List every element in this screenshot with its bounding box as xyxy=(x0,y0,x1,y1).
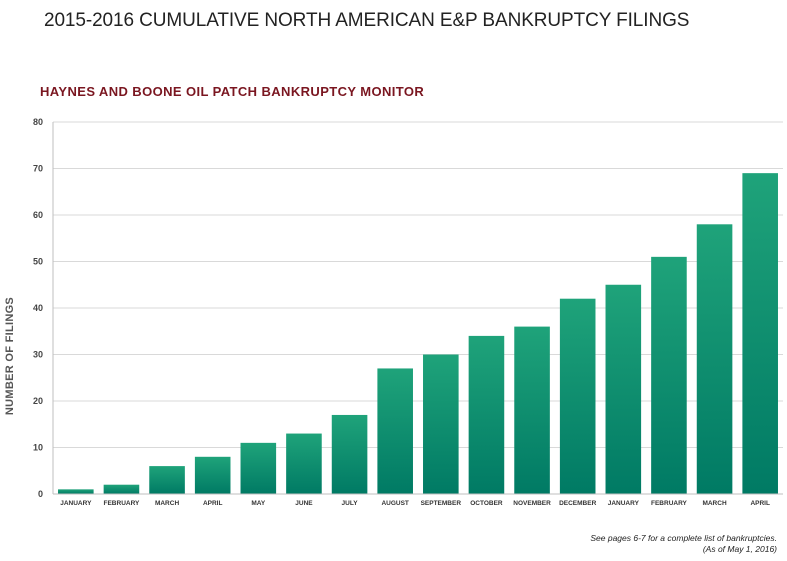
y-tick-label: 60 xyxy=(33,210,43,220)
y-tick-label: 40 xyxy=(33,303,43,313)
y-tick-label: 10 xyxy=(33,443,43,453)
bar xyxy=(286,433,322,494)
axes xyxy=(52,122,783,495)
footnote: See pages 6-7 for a complete list of ban… xyxy=(590,533,777,555)
x-tick-label: FEBRUARY xyxy=(104,500,141,507)
x-tick-label: MARCH xyxy=(155,500,179,507)
bar xyxy=(696,224,733,495)
bar xyxy=(58,489,94,494)
x-tick-label: DECEMBER xyxy=(559,500,597,507)
x-tick-label: NOVEMBER xyxy=(513,500,551,507)
x-tick-label: JANUARY xyxy=(60,500,92,507)
y-tick-label: 50 xyxy=(33,257,43,267)
y-tick-label: 70 xyxy=(33,164,43,174)
x-tick-label: MARCH xyxy=(702,500,726,507)
x-tick-label: FEBRUARY xyxy=(651,500,688,507)
x-tick-label: JANUARY xyxy=(608,500,640,507)
bars xyxy=(58,173,778,495)
chart-title: 2015-2016 CUMULATIVE NORTH AMERICAN E&P … xyxy=(44,10,690,31)
footnote-line-1: See pages 6-7 for a complete list of ban… xyxy=(590,533,777,543)
x-tick-label: MAY xyxy=(251,500,266,507)
bar xyxy=(103,484,140,494)
x-tick-label: APRIL xyxy=(750,500,770,507)
y-tick-label: 30 xyxy=(33,350,43,360)
x-tick-labels: JANUARY FEBRUARY MARCH APRIL MAY JUNE JULY AUGU… xyxy=(60,500,770,507)
x-tick-label: JULY xyxy=(342,500,359,507)
x-tick-label: OCTOBER xyxy=(470,500,503,507)
y-tick-labels: 0 10 20 30 40 50 60 70 80 xyxy=(33,117,43,499)
y-tick-label: 80 xyxy=(33,117,43,127)
bar xyxy=(149,466,185,494)
x-tick-label: AUGUST xyxy=(381,500,408,507)
chart-subtitle: HAYNES AND BOONE OIL PATCH BANKRUPTCY MO… xyxy=(40,84,425,99)
y-tick-label: 0 xyxy=(38,489,43,499)
bar xyxy=(423,354,459,494)
bar xyxy=(651,256,687,494)
bar xyxy=(742,173,778,494)
y-tick-label: 20 xyxy=(33,396,43,406)
bar xyxy=(194,456,231,494)
bar xyxy=(514,326,550,494)
x-tick-label: APRIL xyxy=(203,500,223,507)
bar xyxy=(559,298,596,494)
bar xyxy=(605,284,642,494)
bar xyxy=(377,368,413,494)
bar xyxy=(240,442,277,494)
bar xyxy=(331,414,368,494)
x-tick-label: SEPTEMBER xyxy=(421,500,462,507)
footnote-line-2: (As of May 1, 2016) xyxy=(702,544,777,554)
bar xyxy=(468,335,505,494)
x-tick-label: JUNE xyxy=(295,500,313,507)
